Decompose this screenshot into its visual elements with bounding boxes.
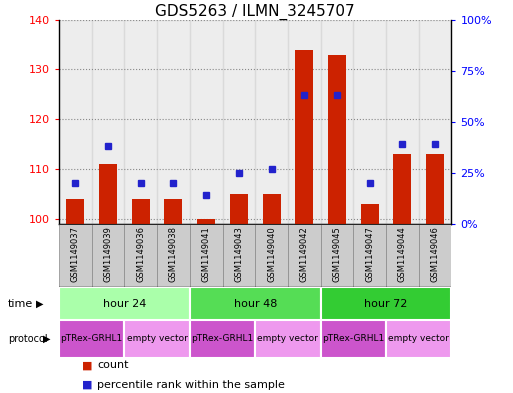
- Text: ■: ■: [82, 360, 92, 371]
- Text: GSM1149039: GSM1149039: [104, 226, 112, 282]
- Text: GSM1149042: GSM1149042: [300, 226, 309, 282]
- Text: protocol: protocol: [8, 334, 47, 344]
- Bar: [190, 287, 321, 320]
- Text: pTRex-GRHL1: pTRex-GRHL1: [322, 334, 384, 343]
- Bar: [66, 199, 84, 224]
- Bar: [328, 55, 346, 224]
- Bar: [393, 154, 411, 224]
- Bar: [165, 199, 183, 224]
- Bar: [157, 224, 190, 287]
- Bar: [288, 224, 321, 287]
- Bar: [386, 224, 419, 287]
- Bar: [59, 20, 92, 224]
- Bar: [92, 224, 125, 287]
- Bar: [255, 224, 288, 287]
- Text: GSM1149047: GSM1149047: [365, 226, 374, 282]
- Bar: [353, 20, 386, 224]
- Text: time: time: [8, 299, 33, 309]
- Bar: [321, 320, 386, 358]
- Text: ■: ■: [82, 380, 92, 390]
- Bar: [190, 320, 255, 358]
- Text: count: count: [97, 360, 129, 371]
- Bar: [386, 320, 451, 358]
- Bar: [426, 154, 444, 224]
- Bar: [321, 224, 353, 287]
- Bar: [386, 20, 419, 224]
- Text: GSM1149036: GSM1149036: [136, 226, 145, 282]
- Text: GSM1149040: GSM1149040: [267, 226, 276, 282]
- Text: hour 24: hour 24: [103, 299, 146, 309]
- Bar: [353, 224, 386, 287]
- Text: GSM1149038: GSM1149038: [169, 226, 178, 282]
- Bar: [295, 50, 313, 224]
- Bar: [190, 224, 223, 287]
- Bar: [92, 20, 124, 224]
- Bar: [197, 219, 215, 224]
- Bar: [255, 20, 288, 224]
- Text: GSM1149043: GSM1149043: [234, 226, 243, 282]
- Bar: [223, 20, 255, 224]
- Text: GSM1149041: GSM1149041: [202, 226, 211, 282]
- Text: empty vector: empty vector: [258, 334, 319, 343]
- Text: GSM1149046: GSM1149046: [430, 226, 440, 282]
- Bar: [288, 20, 321, 224]
- Text: GSM1149037: GSM1149037: [71, 226, 80, 282]
- Bar: [157, 20, 190, 224]
- Text: ▶: ▶: [36, 299, 44, 309]
- Bar: [361, 204, 379, 224]
- Text: GSM1149045: GSM1149045: [332, 226, 342, 282]
- Bar: [59, 224, 92, 287]
- Bar: [419, 224, 451, 287]
- Bar: [190, 20, 223, 224]
- Text: pTRex-GRHL1: pTRex-GRHL1: [191, 334, 253, 343]
- Bar: [59, 320, 124, 358]
- Text: GSM1149044: GSM1149044: [398, 226, 407, 282]
- Bar: [124, 320, 190, 358]
- Bar: [419, 20, 451, 224]
- Title: GDS5263 / ILMN_3245707: GDS5263 / ILMN_3245707: [155, 4, 355, 20]
- Text: empty vector: empty vector: [127, 334, 188, 343]
- Text: ▶: ▶: [43, 334, 50, 344]
- Text: pTRex-GRHL1: pTRex-GRHL1: [61, 334, 123, 343]
- Text: percentile rank within the sample: percentile rank within the sample: [97, 380, 285, 390]
- Bar: [99, 164, 117, 224]
- Text: hour 48: hour 48: [233, 299, 277, 309]
- Bar: [321, 287, 451, 320]
- Bar: [124, 20, 157, 224]
- Text: hour 72: hour 72: [364, 299, 408, 309]
- Bar: [255, 320, 321, 358]
- Bar: [223, 224, 255, 287]
- Bar: [321, 20, 353, 224]
- Bar: [132, 199, 150, 224]
- Text: empty vector: empty vector: [388, 334, 449, 343]
- Bar: [124, 224, 157, 287]
- Bar: [263, 194, 281, 224]
- Bar: [59, 287, 190, 320]
- Bar: [230, 194, 248, 224]
